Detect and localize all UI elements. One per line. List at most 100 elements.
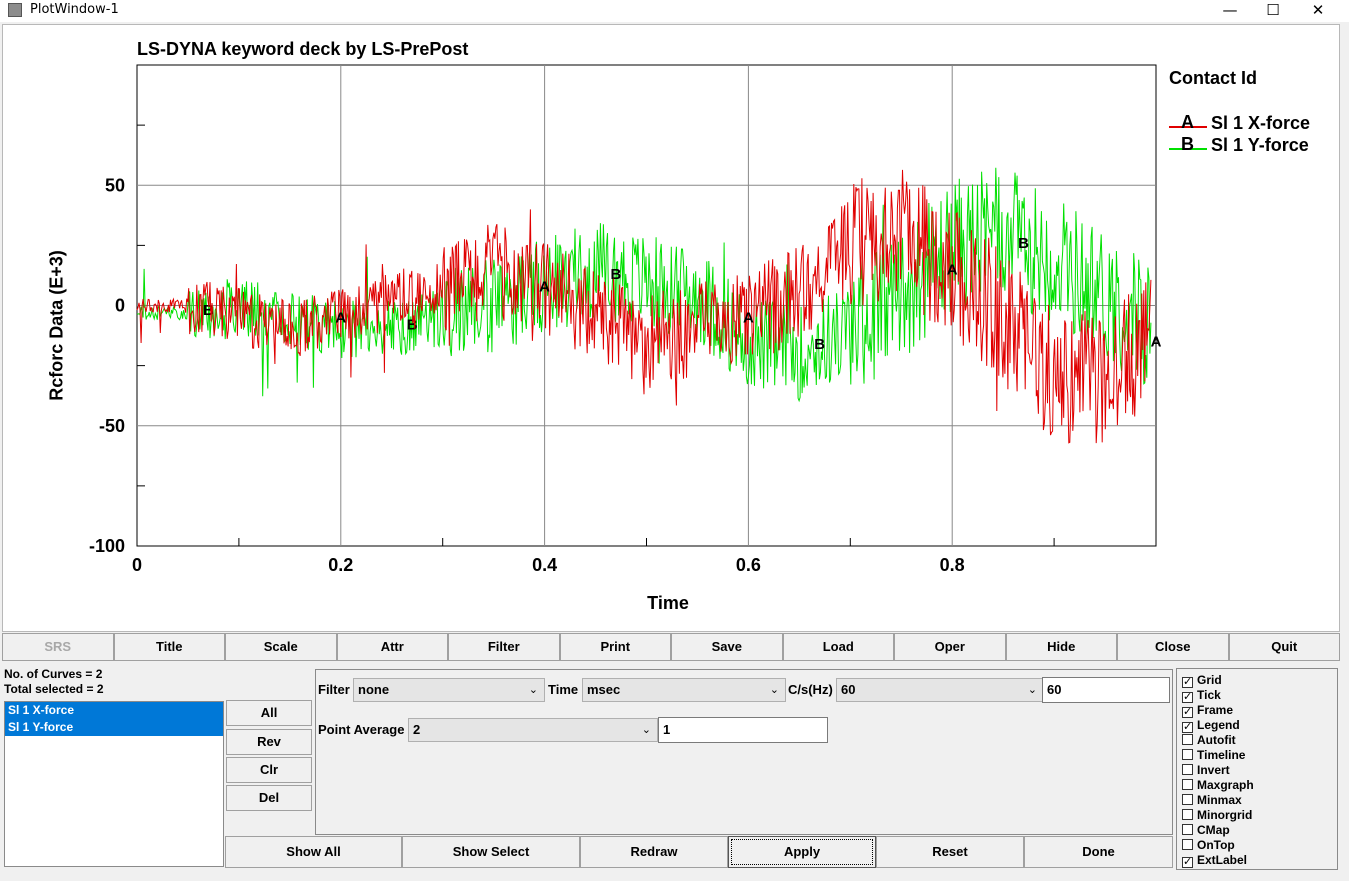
option-label: Legend xyxy=(1197,718,1240,732)
print-button[interactable]: Print xyxy=(559,633,671,661)
list-item[interactable]: Sl 1 X-force xyxy=(5,702,223,719)
quit-button[interactable]: Quit xyxy=(1228,633,1340,661)
option-checkbox[interactable] xyxy=(1182,794,1193,805)
cs-select[interactable]: 60 ⌄ xyxy=(836,678,1044,702)
point-average-input[interactable]: 1 xyxy=(658,717,828,743)
time-select[interactable]: msec ⌄ xyxy=(582,678,786,702)
y-tick-label: -100 xyxy=(89,536,125,556)
series-marker-b: B xyxy=(203,302,214,319)
option-invert[interactable]: Invert xyxy=(1182,763,1230,778)
reset-button[interactable]: Reset xyxy=(876,836,1024,868)
option-checkbox[interactable] xyxy=(1182,734,1193,745)
scale-button[interactable]: Scale xyxy=(225,633,337,661)
y-tick-label: 0 xyxy=(115,296,125,316)
option-label: Minmax xyxy=(1197,793,1242,807)
options-panel: ✓ Grid ✓ Tick ✓ Frame ✓ Legend Autofit Timeline In… xyxy=(1176,668,1338,870)
option-timeline[interactable]: Timeline xyxy=(1182,748,1245,763)
option-checkbox[interactable] xyxy=(1182,764,1193,775)
option-ontop[interactable]: OnTop xyxy=(1182,838,1235,853)
series-marker-a: A xyxy=(1151,334,1162,351)
cs-select-value: 60 xyxy=(841,682,856,697)
option-extlabel[interactable]: ✓ ExtLabel xyxy=(1182,853,1247,868)
plot-canvas: 0 0.2 0.4 0.6 0.8 50 0 -50 -100 B B B B B A A A A A xyxy=(89,64,1162,575)
bottom-panel: No. of Curves = 2 Total selected = 2 Sl … xyxy=(2,665,1340,871)
apply-button[interactable]: Apply xyxy=(728,836,876,868)
hide-button[interactable]: Hide xyxy=(1005,633,1117,661)
list-item[interactable]: Sl 1 Y-force xyxy=(5,719,223,736)
x-tick-label: 0.4 xyxy=(532,555,557,575)
option-label: Maxgraph xyxy=(1197,778,1254,792)
option-label: OnTop xyxy=(1197,838,1235,852)
option-checkbox[interactable]: ✓ xyxy=(1182,706,1193,718)
oper-button[interactable]: Oper xyxy=(894,633,1006,661)
option-cmap[interactable]: CMap xyxy=(1182,823,1230,838)
redraw-button[interactable]: Redraw xyxy=(580,836,728,868)
series-marker-a: A xyxy=(539,278,550,295)
option-checkbox[interactable] xyxy=(1182,839,1193,850)
option-checkbox[interactable] xyxy=(1182,824,1193,835)
option-label: Minorgrid xyxy=(1197,808,1253,822)
option-checkbox[interactable]: ✓ xyxy=(1182,691,1193,703)
chevron-down-icon: ⌄ xyxy=(769,684,779,696)
option-checkbox[interactable] xyxy=(1182,809,1193,820)
filter-select[interactable]: none ⌄ xyxy=(353,678,545,702)
show-all-button[interactable]: Show All xyxy=(225,836,402,868)
del-button[interactable]: Del xyxy=(226,785,312,811)
curve-list[interactable]: Sl 1 X-force Sl 1 Y-force xyxy=(4,701,224,867)
option-label: Tick xyxy=(1197,688,1221,702)
option-autofit[interactable]: Autofit xyxy=(1182,733,1236,748)
option-maxgraph[interactable]: Maxgraph xyxy=(1182,778,1254,793)
legend-entry-b: B Sl 1 Y-force xyxy=(1169,134,1309,156)
clr-button[interactable]: Clr xyxy=(226,757,312,783)
chevron-down-icon: ⌄ xyxy=(641,724,651,736)
maximize-icon[interactable]: ☐ xyxy=(1266,1,1280,19)
filter-panel: Filter none ⌄ Time msec ⌄ C/s(Hz) 60 ⌄ 60 P… xyxy=(315,669,1173,835)
attr-button[interactable]: Attr xyxy=(336,633,448,661)
series-marker-b: B xyxy=(407,317,418,334)
series-marker-a: A xyxy=(335,310,346,327)
option-checkbox[interactable]: ✓ xyxy=(1182,856,1193,868)
x-tick-label: 0.2 xyxy=(328,555,353,575)
legend-title: Contact Id xyxy=(1169,68,1257,88)
option-label: Frame xyxy=(1197,703,1234,717)
title-button[interactable]: Title xyxy=(113,633,225,661)
show-select-button[interactable]: Show Select xyxy=(402,836,580,868)
series-line-a xyxy=(136,169,1152,444)
option-checkbox[interactable] xyxy=(1182,779,1193,790)
option-frame[interactable]: ✓ Frame xyxy=(1182,703,1233,718)
chevron-down-icon: ⌄ xyxy=(1027,684,1037,696)
y-tick-label: -50 xyxy=(99,416,125,436)
point-average-select[interactable]: 2 ⌄ xyxy=(408,718,658,742)
rev-button[interactable]: Rev xyxy=(226,729,312,755)
option-checkbox[interactable] xyxy=(1182,749,1193,760)
x-tick-label: 0 xyxy=(132,555,142,575)
filter-label: Filter xyxy=(318,682,350,697)
option-label: CMap xyxy=(1197,823,1230,837)
load-button[interactable]: Load xyxy=(782,633,894,661)
done-button[interactable]: Done xyxy=(1024,836,1173,868)
all-button[interactable]: All xyxy=(226,700,312,726)
cs-input[interactable]: 60 xyxy=(1042,677,1170,703)
option-tick[interactable]: ✓ Tick xyxy=(1182,688,1221,703)
series-marker-b: B xyxy=(814,336,825,353)
legend-letter-a: A xyxy=(1181,112,1194,132)
option-legend[interactable]: ✓ Legend xyxy=(1182,718,1240,733)
save-button[interactable]: Save xyxy=(671,633,783,661)
filter-select-value: none xyxy=(358,682,390,697)
option-minmax[interactable]: Minmax xyxy=(1182,793,1242,808)
option-minorgrid[interactable]: Minorgrid xyxy=(1182,808,1252,823)
option-label: Grid xyxy=(1197,673,1222,687)
minimize-icon[interactable]: — xyxy=(1222,1,1238,19)
option-checkbox[interactable]: ✓ xyxy=(1182,721,1193,733)
close-button[interactable]: Close xyxy=(1117,633,1229,661)
filter-button[interactable]: Filter xyxy=(448,633,560,661)
option-grid[interactable]: ✓ Grid xyxy=(1182,673,1222,688)
srs-button[interactable]: SRS xyxy=(2,633,114,661)
title-bar: PlotWindow-1 — ☐ ✕ xyxy=(0,0,1349,22)
time-label: Time xyxy=(548,682,579,697)
legend-entry-a: A Sl 1 X-force xyxy=(1169,112,1310,134)
option-checkbox[interactable]: ✓ xyxy=(1182,676,1193,688)
curve-info: No. of Curves = 2 Total selected = 2 xyxy=(4,667,104,697)
close-icon[interactable]: ✕ xyxy=(1311,1,1325,19)
chevron-down-icon: ⌄ xyxy=(528,684,538,696)
